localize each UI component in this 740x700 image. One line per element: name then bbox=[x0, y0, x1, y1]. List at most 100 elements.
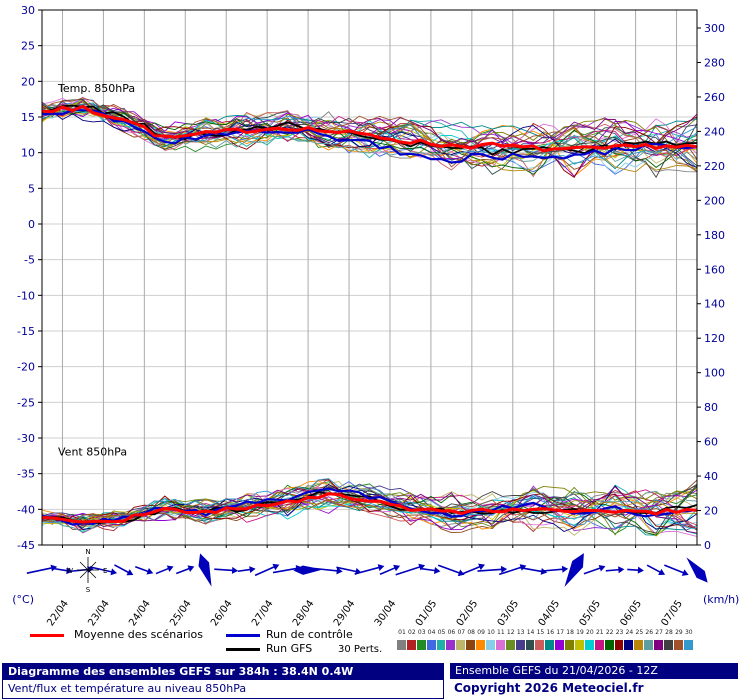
pert-color-swatch bbox=[456, 640, 466, 650]
pert-number: 03 bbox=[417, 629, 426, 636]
pert-swatches bbox=[397, 640, 693, 650]
pert-number: 09 bbox=[477, 629, 485, 636]
ensemble-meteogram-chart: -45-40-35-30-25-20-15-10-505101520253002… bbox=[12, 4, 739, 627]
pert-number: 28 bbox=[665, 629, 673, 636]
legend-mean-label: Moyenne des scénarios bbox=[74, 628, 203, 641]
pert-number: 07 bbox=[457, 629, 466, 636]
svg-text:40: 40 bbox=[704, 470, 718, 483]
svg-text:02/05: 02/05 bbox=[455, 598, 481, 627]
pert-number: 16 bbox=[546, 629, 555, 636]
pert-number: 17 bbox=[556, 629, 565, 636]
svg-text:04/05: 04/05 bbox=[537, 598, 563, 627]
pert-number: 08 bbox=[467, 629, 475, 636]
svg-text:07/05: 07/05 bbox=[659, 598, 685, 627]
pert-number: 01 bbox=[398, 629, 406, 636]
pert-color-swatch bbox=[634, 640, 644, 650]
svg-text:0: 0 bbox=[28, 218, 35, 231]
pert-number: 29 bbox=[675, 629, 683, 636]
pert-color-swatch bbox=[575, 640, 584, 650]
pert-color-swatch bbox=[644, 640, 654, 650]
pert-color-swatch bbox=[476, 640, 486, 650]
svg-text:W: W bbox=[66, 567, 73, 575]
svg-text:160: 160 bbox=[704, 263, 725, 276]
svg-text:200: 200 bbox=[704, 194, 725, 207]
pert-color-swatch bbox=[545, 640, 555, 650]
pert-number: 15 bbox=[536, 629, 545, 636]
pert-color-swatch bbox=[416, 640, 426, 650]
svg-text:80: 80 bbox=[704, 401, 718, 414]
svg-text:300: 300 bbox=[704, 22, 725, 35]
pert-color-swatch bbox=[614, 640, 624, 650]
svg-text:-35: -35 bbox=[17, 468, 35, 481]
svg-text:E: E bbox=[103, 567, 107, 575]
control-line-swatch bbox=[226, 634, 260, 637]
pert-color-swatch bbox=[446, 640, 456, 650]
svg-text:0: 0 bbox=[704, 539, 711, 552]
pert-number: 04 bbox=[427, 629, 436, 636]
svg-text:25/04: 25/04 bbox=[168, 598, 194, 627]
svg-text:20: 20 bbox=[704, 505, 718, 518]
svg-text:-15: -15 bbox=[17, 325, 35, 338]
svg-text:25: 25 bbox=[21, 40, 35, 53]
svg-text:-25: -25 bbox=[17, 396, 35, 409]
pert-color-swatch bbox=[584, 640, 594, 650]
svg-text:220: 220 bbox=[704, 160, 725, 173]
pert-color-swatch bbox=[664, 640, 673, 650]
svg-text:23/04: 23/04 bbox=[86, 598, 112, 627]
svg-text:-20: -20 bbox=[17, 361, 35, 374]
pert-number: 20 bbox=[586, 629, 594, 636]
pert-color-swatch bbox=[594, 640, 604, 650]
pert-number: 18 bbox=[566, 629, 574, 636]
pert-color-swatch bbox=[426, 640, 436, 650]
pert-number: 25 bbox=[635, 629, 644, 636]
pert-color-swatch bbox=[397, 640, 406, 650]
pert-color-swatch bbox=[436, 640, 446, 650]
svg-text:28/04: 28/04 bbox=[291, 598, 317, 627]
svg-text:03/05: 03/05 bbox=[496, 598, 522, 627]
legend-gfs-label: Run GFS bbox=[266, 642, 313, 655]
pert-color-swatch bbox=[486, 640, 495, 650]
svg-text:15: 15 bbox=[21, 111, 35, 124]
chart-info-box: Diagramme des ensembles GEFS sur 384h : … bbox=[2, 663, 444, 699]
svg-text:27/04: 27/04 bbox=[250, 598, 276, 627]
svg-text:05/05: 05/05 bbox=[578, 598, 604, 627]
pert-color-swatch bbox=[495, 640, 505, 650]
pert-number: 02 bbox=[408, 629, 416, 636]
pert-color-swatch bbox=[654, 640, 664, 650]
pert-color-swatch bbox=[673, 640, 683, 650]
legend-perts-label: 30 Perts. bbox=[338, 644, 383, 655]
svg-text:26/04: 26/04 bbox=[209, 598, 235, 627]
svg-text:N: N bbox=[85, 548, 90, 556]
svg-text:-30: -30 bbox=[17, 432, 35, 445]
svg-text:60: 60 bbox=[704, 436, 718, 449]
svg-text:29/04: 29/04 bbox=[332, 598, 358, 627]
svg-text:01/05: 01/05 bbox=[414, 598, 440, 627]
copyright: Copyright 2026 Meteociel.fr bbox=[454, 681, 644, 695]
pert-number: 24 bbox=[625, 629, 634, 636]
svg-text:140: 140 bbox=[704, 298, 725, 311]
legend-control-label: Run de contrôle bbox=[266, 628, 353, 641]
pert-number: 06 bbox=[447, 629, 456, 636]
pert-color-swatch bbox=[555, 640, 565, 650]
pert-color-swatch bbox=[683, 640, 693, 650]
mean-line-swatch bbox=[30, 634, 64, 637]
svg-text:180: 180 bbox=[704, 229, 725, 242]
svg-text:-45: -45 bbox=[17, 539, 35, 552]
svg-text:-40: -40 bbox=[17, 503, 35, 516]
pert-number: 10 bbox=[487, 629, 495, 636]
pert-number: 21 bbox=[595, 629, 604, 636]
svg-text:-5: -5 bbox=[24, 254, 35, 267]
svg-text:06/05: 06/05 bbox=[619, 598, 645, 627]
pert-number: 05 bbox=[437, 629, 446, 636]
svg-text:-10: -10 bbox=[17, 289, 35, 302]
pert-number: 13 bbox=[516, 629, 525, 636]
pert-number: 26 bbox=[645, 629, 654, 636]
pert-color-swatch bbox=[624, 640, 634, 650]
pert-number: 30 bbox=[684, 629, 693, 636]
pert-number: 14 bbox=[526, 629, 535, 636]
svg-text:(km/h): (km/h) bbox=[703, 593, 739, 606]
svg-text:S: S bbox=[86, 586, 91, 594]
chart-subtitle: Vent/flux et température au niveau 850hP… bbox=[8, 682, 247, 695]
chart-title: Diagramme des ensembles GEFS sur 384h : … bbox=[3, 664, 443, 680]
